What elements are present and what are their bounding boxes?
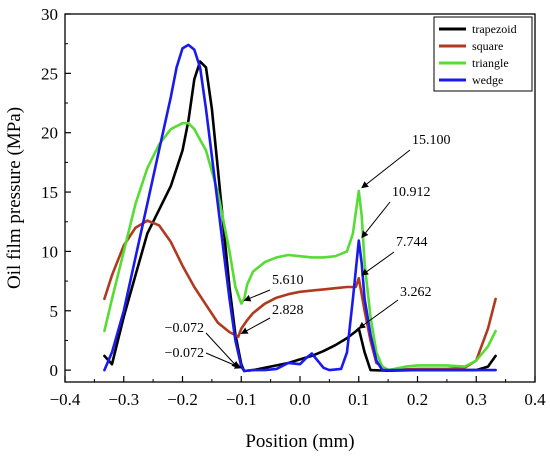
annotation-label: 15.100 [412,133,451,148]
y-tick-label: 15 [41,183,58,202]
x-tick-label: 0.1 [348,390,369,409]
legend: trapezoid square triangle wedge [433,16,533,92]
x-tick-label: −0.1 [226,390,257,409]
annotation-arrow [361,201,391,239]
y-tick-label: 10 [41,242,58,261]
annotation-label: 5.610 [272,273,304,288]
x-axis-title: Position (mm) [245,431,354,452]
annotation-layer: 15.100 10.912 7.744 3.262 5.610 2.828 −0.072 −0… [165,133,451,369]
annotation-label: 10.912 [392,185,431,200]
annotation-arrow [358,299,399,329]
y-tick-label: 5 [50,302,59,321]
y-tick-label: 30 [41,5,58,24]
series-layer [103,43,497,373]
x-tick-label: 0.0 [289,390,310,409]
legend-label-wedge: wedge [472,73,503,87]
x-tick-label: −0.4 [50,390,81,409]
series-line-wedge [103,43,497,373]
y-axis-ticks: 0 5 10 15 20 25 30 [41,5,71,380]
x-tick-label: −0.3 [108,390,139,409]
annotation-label: −0.072 [165,346,204,361]
y-tick-label: 25 [41,64,58,83]
annotation-arrow [205,332,239,369]
x-tick-label: 0.3 [466,390,487,409]
annotation-label: 3.262 [400,285,432,300]
annotation-arrow [243,289,271,302]
annotation-arrow [361,251,395,276]
legend-label-trapezoid: trapezoid [472,22,517,36]
annotation-label: 7.744 [396,235,428,250]
y-axis-title: Oil film pressure (MPa) [4,107,25,289]
x-tick-label: −0.2 [167,390,198,409]
series-line-triangle [103,121,497,372]
annotation-arrow [240,317,271,334]
legend-label-square: square [472,39,503,53]
series-line-square [103,219,497,372]
annotation-arrow [361,149,411,189]
y-tick-label: 0 [50,361,59,380]
annotation-arrow [205,352,242,369]
annotation-label: −0.072 [165,321,204,336]
x-tick-label: 0.2 [407,390,428,409]
legend-label-triangle: triangle [472,56,509,70]
series-line-trapezoid [103,60,497,373]
x-axis-ticks: −0.4 −0.3 −0.2 −0.1 0.0 0.1 0.2 0.3 0.4 [50,376,546,409]
annotation-label: 2.828 [272,303,304,318]
x-tick-label: 0.4 [524,390,546,409]
y-tick-label: 20 [41,124,58,143]
